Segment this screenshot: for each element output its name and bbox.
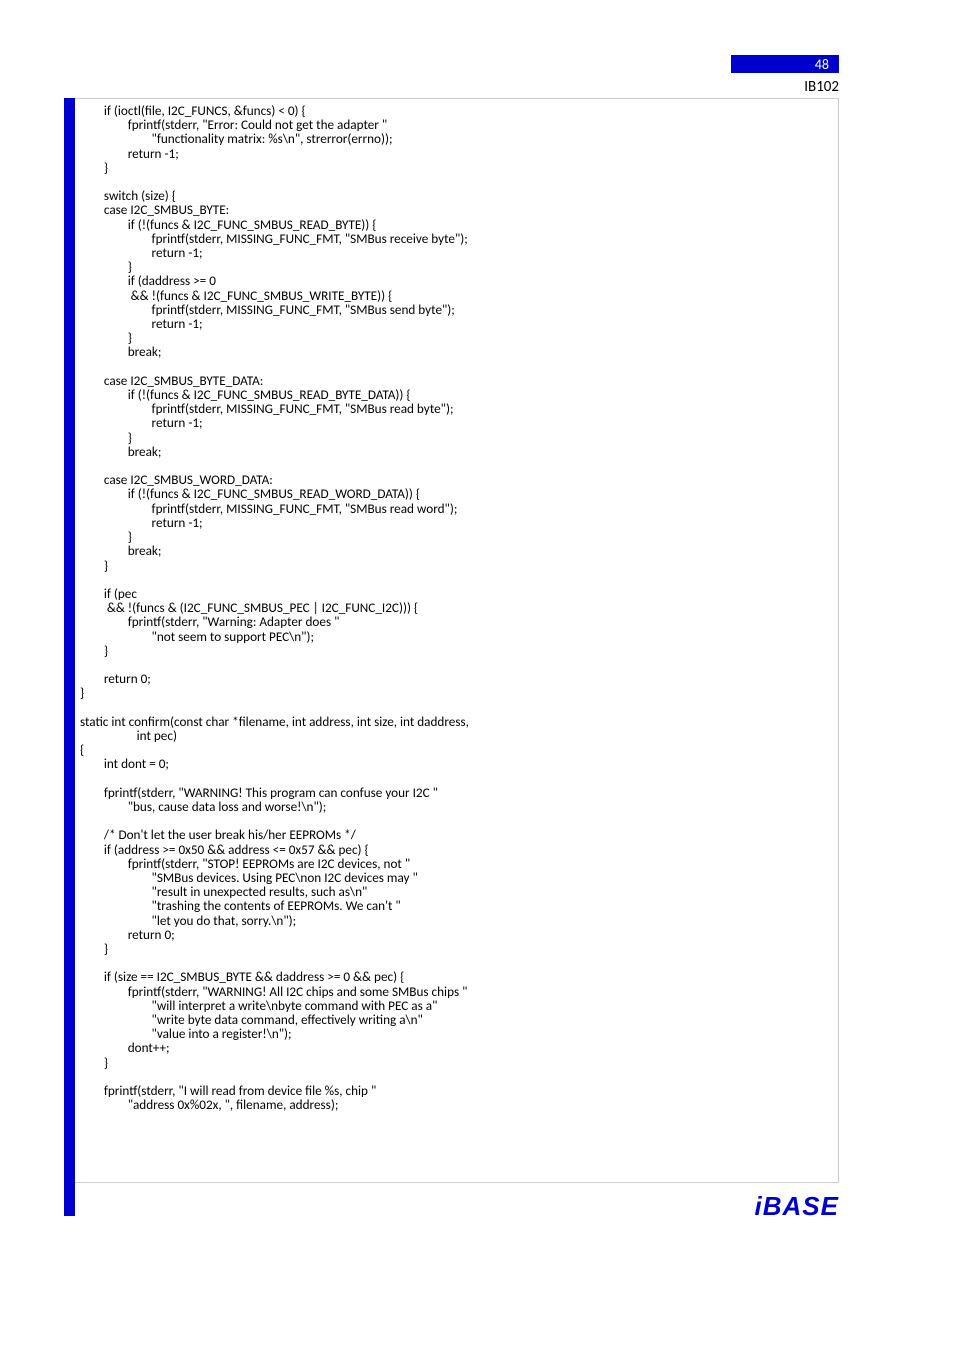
content-border-bottom — [64, 1182, 839, 1183]
page-number: 48 — [815, 56, 829, 73]
brand-logo: iBASE — [755, 1191, 839, 1222]
code-block: if (ioctl(file, I2C_FUNCS, &funcs) < 0) … — [80, 104, 834, 1112]
content-border-top — [64, 98, 839, 99]
document-id: IB102 — [804, 78, 839, 96]
page: 48 IB102 if (ioctl(file, I2C_FUNCS, &fun… — [0, 0, 954, 1350]
page-number-bar: 48 — [731, 55, 839, 73]
content-border-right — [838, 98, 839, 1182]
left-rail — [64, 98, 75, 1216]
